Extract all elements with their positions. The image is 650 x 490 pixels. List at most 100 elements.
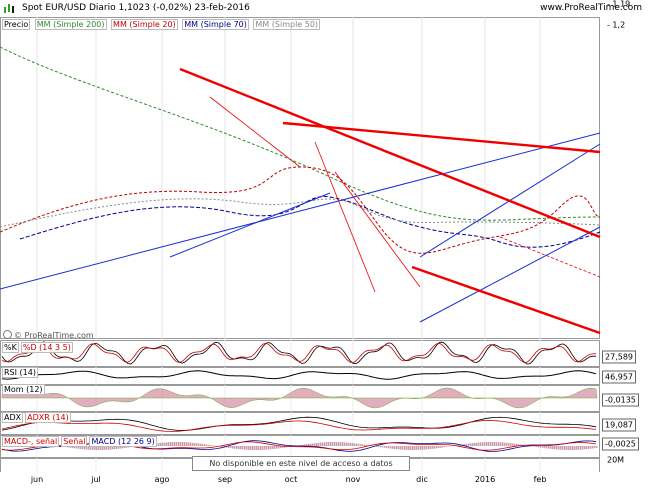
macd-bar [304,444,306,446]
macd-bar [594,446,596,449]
macd-bar [222,446,224,448]
mm200-line [0,46,601,221]
macd-bar [350,442,352,446]
macd-bar [334,442,336,446]
macd-bar [442,446,444,448]
macd-bar [458,444,460,446]
macd-bar [376,446,378,447]
macd-bar [168,442,170,446]
time-axis: jun jul ago sep oct nov dic 2016 feb [0,472,600,486]
price-chart[interactable] [0,17,601,339]
macd-bar [404,446,406,450]
macd-bar [430,446,432,450]
macd-bar [562,446,564,450]
legend-stoch-d[interactable]: %D (14 3 5) [20,342,73,353]
macd-bar [414,446,416,450]
macd-bar [276,446,278,449]
macd-bar [512,443,514,446]
legend-stoch-k[interactable]: %K [2,342,19,353]
macd-bar [116,446,118,449]
mom-value: -0,0135 [602,393,639,407]
blue-trendline [169,192,331,258]
macd-bar [446,446,448,447]
macd-bar [190,442,192,446]
macd-bar [226,446,228,448]
macd-bar [248,446,250,450]
macd-bar [596,446,598,448]
macd-bar [584,446,586,450]
legend-mm50[interactable]: MM (Simple 50) [253,19,321,30]
legend-rsi[interactable]: RSI (14) [2,367,38,378]
macd-bar [82,446,84,450]
legend-mom[interactable]: Mom (12) [2,384,45,395]
legend-adx[interactable]: ADX [2,412,24,423]
copyright: © ProRealTime.com [3,330,94,340]
legend-adxr[interactable]: ADXR (14) [25,412,71,423]
macd-bar [324,442,326,446]
legend-macd-signal[interactable]: Señal [61,436,88,447]
chart-type-icon[interactable] [3,3,16,14]
red-trendline [282,121,601,154]
macd-bar [252,446,254,450]
macd-bar [228,446,230,448]
macd-bar [194,442,196,446]
macd-bar [188,442,190,446]
chart-title: Spot EUR/USD Diario 1,1023 (-0,02%) 23-f… [22,3,250,13]
macd-bar [196,443,198,446]
macd-bar [174,442,176,446]
macd-bar [356,443,358,446]
indicator-panels[interactable] [0,340,650,472]
adxr-line [1,419,597,432]
adx-value: 19,087 [602,418,636,432]
macd-bar [516,443,518,446]
macd-bar [566,446,568,450]
macd-bar [240,446,242,450]
macd-bar [258,446,260,450]
legend-macd-hist[interactable]: MACD-, señal [2,436,60,447]
macd-bar [80,446,82,450]
macd-bar [434,446,436,449]
macd-bar [394,446,396,450]
legend-macd[interactable]: MACD (12 26 9) [89,436,157,447]
momentum-area [1,387,598,409]
macd-bar [508,442,510,446]
macd-bar [204,444,206,446]
legend-mm20[interactable]: MM (Simple 20) [111,19,178,30]
macd-bar [72,446,74,449]
macd-bar [440,446,442,448]
macd-bar [474,442,476,446]
legend-price[interactable]: Precio [2,19,31,30]
macd-bar [200,443,202,446]
macd-bar [398,446,400,450]
mm20-line [0,166,601,254]
chart-frame [0,17,600,339]
macd-bar [558,446,560,450]
macd-bar [574,446,576,450]
time-axis-label: nov [345,475,361,484]
macd-bar [184,442,186,446]
macd-bar [180,442,182,446]
legend-mm200[interactable]: MM (Simple 200) [34,19,107,30]
macd-bar [328,442,330,446]
macd-bar [568,446,570,450]
macd-bar [262,446,264,450]
macd-bar [170,442,172,446]
macd-bar [438,446,440,449]
macd-bar [428,446,430,450]
macd-bar [382,446,384,448]
macd-bar [426,446,428,450]
macd-bar [122,446,124,449]
macd-bar [380,446,382,448]
site-url[interactable]: www.ProRealTime.com [540,3,642,13]
price-chart-canvas[interactable] [0,17,650,339]
macd-bar [538,446,540,448]
macd-bar [94,446,96,450]
macd-bar [498,442,500,446]
macd-bar [448,446,450,447]
macd-bar [554,446,556,450]
macd-bar [396,446,398,450]
thin-trendline [209,96,301,168]
macd-bar [310,443,312,446]
legend-mm70[interactable]: MM (Simple 70) [182,19,249,30]
chart-header: Spot EUR/USD Diario 1,1023 (-0,02%) 23-f… [0,0,650,17]
